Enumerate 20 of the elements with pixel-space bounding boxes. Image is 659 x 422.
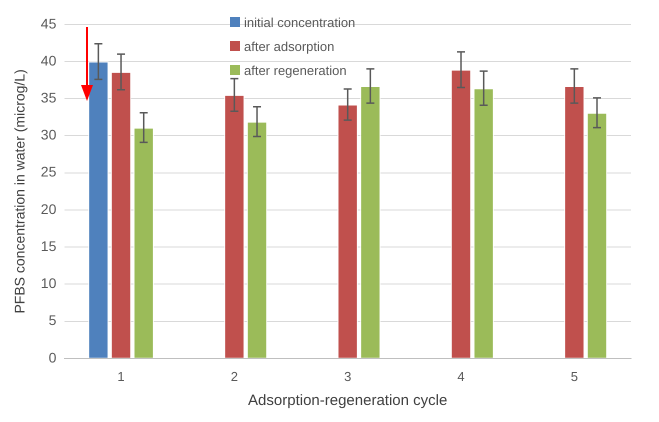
legend-label: after adsorption: [244, 38, 334, 54]
y-tick-label: 15: [40, 238, 57, 254]
y-tick-label: 0: [48, 349, 57, 366]
y-axis-title: PFBS concentration in water (microg/L): [11, 69, 28, 314]
x-tick-label: 5: [570, 368, 578, 384]
x-tick-label: 4: [457, 368, 465, 384]
y-tick-label: 10: [40, 275, 57, 292]
x-axis-title: Adsorption-regeneration cycle: [248, 392, 448, 410]
x-tick-label: 1: [117, 368, 125, 384]
x-tick-label: 2: [230, 368, 238, 384]
legend-label: after regeneration: [244, 62, 347, 78]
y-tick-label: 30: [40, 126, 57, 143]
y-tick-label: 45: [40, 15, 57, 32]
y-tick-label: 40: [40, 52, 57, 68]
y-tick-label: 20: [40, 200, 57, 217]
x-tick-label: 3: [344, 368, 352, 384]
y-tick-label: 35: [40, 89, 57, 106]
legend-label: initial concentration: [244, 14, 356, 30]
y-tick-label: 5: [48, 312, 57, 328]
y-tick-label: 25: [40, 164, 57, 180]
